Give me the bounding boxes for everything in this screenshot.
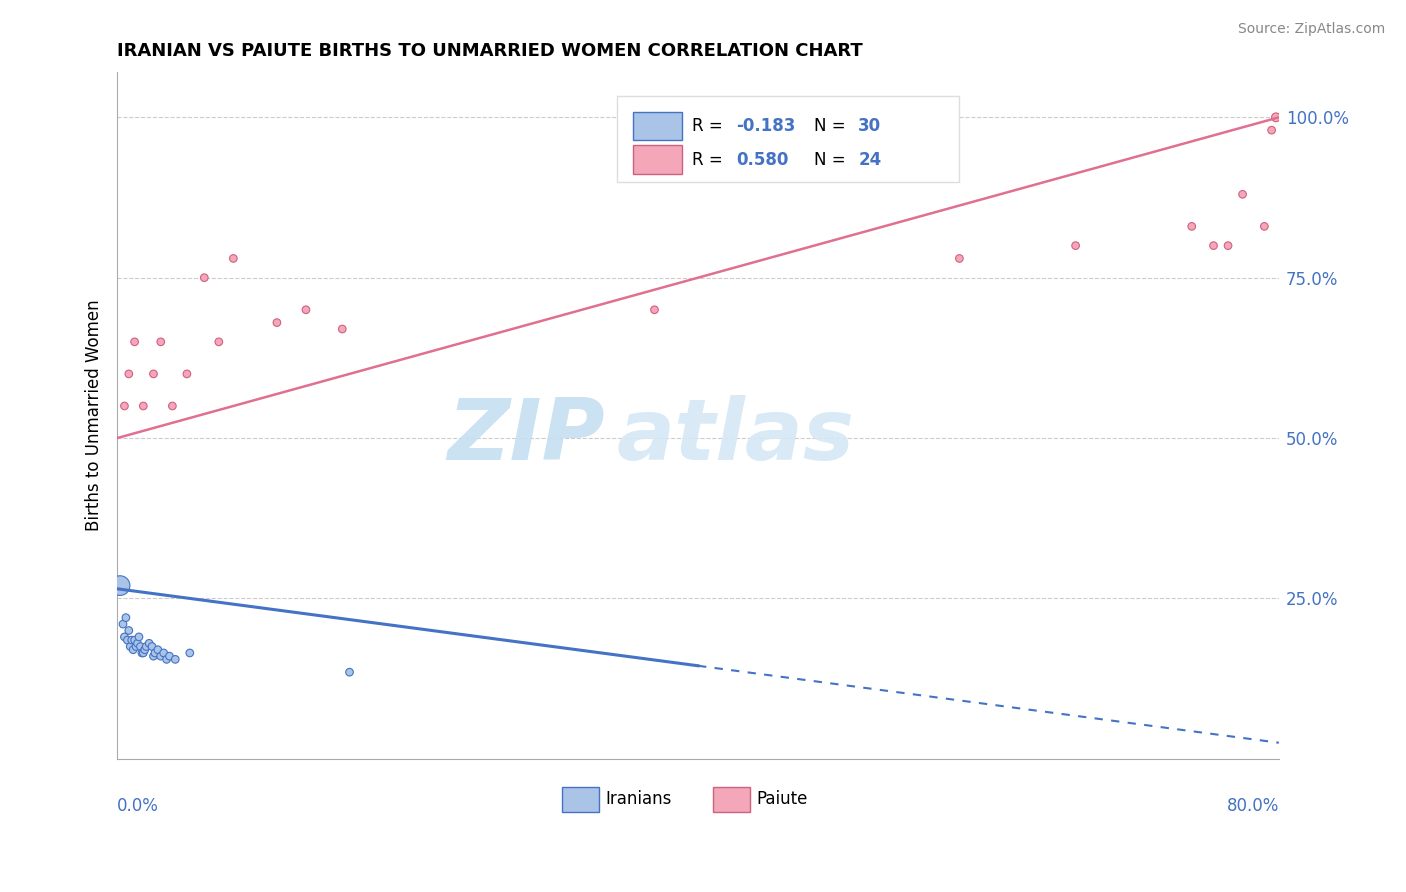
Point [121,633,143,648]
Text: Iranians: Iranians [605,790,672,808]
Point [222,252,245,266]
Point [111,617,134,632]
Point [117,633,139,648]
Point [330,322,353,336]
Point [135,640,157,654]
Point [115,610,138,624]
Point [128,630,150,644]
Point [120,640,142,654]
Point [162,399,184,413]
Point [176,367,198,381]
FancyBboxPatch shape [617,96,959,182]
Point [155,652,177,666]
Point [948,252,970,266]
Point [146,642,169,657]
Point [132,399,155,413]
Point [159,649,181,664]
Text: 80.0%: 80.0% [1226,797,1279,814]
Text: N =: N = [814,151,851,169]
Point [193,270,215,285]
Point [1232,187,1254,202]
Point [114,399,136,413]
Point [129,640,152,654]
Text: 0.0%: 0.0% [117,797,159,814]
Point [142,649,165,664]
Point [1260,123,1282,137]
Point [127,636,149,650]
Point [124,633,146,648]
Point [138,636,160,650]
Point [125,640,148,654]
Text: R =: R = [692,117,728,135]
FancyBboxPatch shape [562,787,599,812]
Point [1216,238,1239,252]
Text: atlas: atlas [617,394,855,478]
Point [1265,111,1288,125]
Point [142,367,165,381]
Point [179,646,201,660]
Text: N =: N = [814,117,851,135]
Point [134,642,156,657]
Text: ZIP: ZIP [447,394,605,478]
FancyBboxPatch shape [633,112,682,140]
Point [1202,238,1225,252]
Point [165,652,187,666]
Point [118,367,141,381]
Point [1064,238,1087,252]
Point [149,649,172,664]
Point [266,316,288,330]
Point [132,646,155,660]
Point [1253,219,1275,234]
Text: Source: ZipAtlas.com: Source: ZipAtlas.com [1237,22,1385,37]
Point [152,646,174,660]
Point [108,578,131,592]
Text: 0.580: 0.580 [737,151,789,169]
Text: Paiute: Paiute [756,790,807,808]
Text: 24: 24 [858,151,882,169]
Text: -0.183: -0.183 [737,117,796,135]
Point [124,334,146,349]
Point [1181,219,1204,234]
FancyBboxPatch shape [713,787,751,812]
Point [118,624,141,638]
Point [643,302,665,317]
Point [122,642,145,657]
Y-axis label: Births to Unmarried Women: Births to Unmarried Women [86,300,103,532]
Point [208,334,231,349]
Point [339,665,361,680]
Point [143,646,166,660]
Point [141,640,163,654]
Point [295,302,318,317]
Point [149,334,172,349]
Text: R =: R = [692,151,728,169]
Text: 30: 30 [858,117,882,135]
Text: IRANIAN VS PAIUTE BIRTHS TO UNMARRIED WOMEN CORRELATION CHART: IRANIAN VS PAIUTE BIRTHS TO UNMARRIED WO… [117,42,863,60]
Point [131,646,153,660]
FancyBboxPatch shape [633,145,682,174]
Point [114,630,136,644]
